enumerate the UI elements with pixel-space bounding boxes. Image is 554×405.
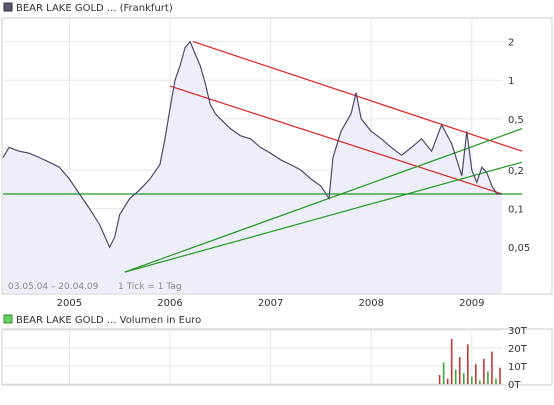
volume-y-tick-label: 0T: [508, 380, 521, 391]
volume-bar: [475, 364, 477, 384]
price-legend-swatch: [3, 2, 13, 12]
volume-bar: [450, 339, 453, 384]
price-x-ticks: 2005 2006 2007 2008 2009: [57, 298, 485, 309]
price-x-tick-label: 2009: [459, 298, 484, 309]
volume-y-tick-label: 30T: [508, 326, 528, 337]
volume-bar: [462, 373, 465, 384]
price-x-tick-label: 2007: [258, 298, 283, 309]
volume-bar: [466, 344, 469, 384]
volume-y-tick-label: 20T: [508, 344, 528, 355]
volume-chart-title: BEAR LAKE GOLD ... Volumen in Euro: [16, 315, 201, 326]
price-chart-title: BEAR LAKE GOLD ... (Frankfurt): [16, 3, 173, 14]
price-line: [2, 40, 502, 249]
volume-bars: [438, 339, 501, 384]
volume-bar: [479, 380, 481, 384]
volume-legend-swatch: [3, 314, 13, 324]
volume-y-tick-label: 10T: [508, 362, 528, 373]
volume-bar: [442, 362, 445, 384]
price-y-tick-label: 0,1: [508, 205, 524, 216]
price-y-tick-label: 2: [508, 38, 514, 49]
price-area-fill: [3, 41, 502, 293]
volume-bar: [491, 351, 493, 384]
price-y-tick-label: 1: [508, 76, 514, 87]
date-range-label: 03.05.04 – 20.04.09: [8, 282, 99, 292]
volume-bar: [438, 375, 441, 384]
price-x-tick-label: 2005: [57, 298, 82, 309]
price-y-tick-label: 0,2: [508, 166, 524, 177]
volume-bar: [483, 358, 485, 384]
price-y-tick-label: 0,5: [508, 115, 524, 126]
volume-grid: [3, 329, 502, 385]
volume-bar: [495, 378, 497, 384]
price-area: [3, 41, 502, 293]
trend-line-2: [124, 161, 523, 273]
volume-bar: [471, 376, 473, 384]
price-y-tick-label: 0,05: [508, 243, 530, 254]
volume-bar: [499, 367, 501, 384]
volume-bar: [454, 369, 457, 384]
price-y-ticks: 2 1 0,5 0,2 0,1 0,05: [508, 38, 530, 255]
volume-bar: [458, 357, 461, 384]
price-x-tick-label: 2006: [157, 298, 182, 309]
trend-lines: [3, 41, 523, 273]
trend-line-3: [124, 128, 523, 273]
volume-bar: [446, 378, 449, 384]
volume-plot-frame: [1, 328, 553, 386]
volume-y-ticks: 30T 20T 10T 0T: [508, 326, 528, 391]
price-x-tick-label: 2008: [358, 298, 383, 309]
tick-label: 1 Tick = 1 Tag: [118, 282, 182, 292]
trend-line-1: [169, 85, 503, 195]
price-series-line: [2, 40, 502, 249]
volume-bar: [487, 371, 489, 384]
